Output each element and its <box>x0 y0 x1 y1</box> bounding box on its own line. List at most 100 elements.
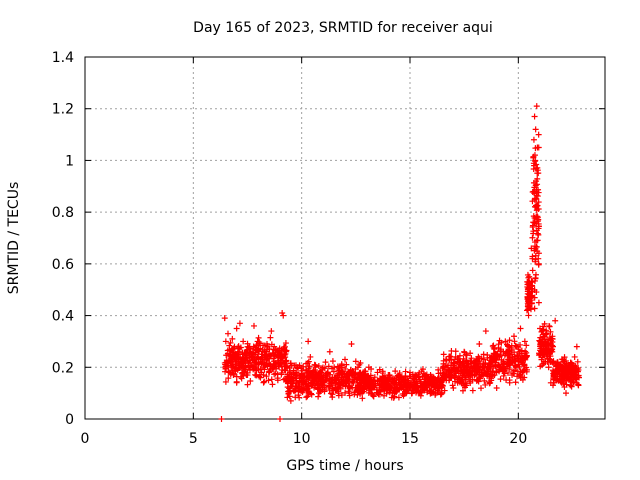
data-point <box>389 390 396 397</box>
data-point <box>309 382 316 389</box>
data-point <box>272 346 279 353</box>
data-point <box>489 356 496 363</box>
data-point <box>424 387 431 394</box>
data-point <box>285 390 292 397</box>
data-point <box>448 353 455 360</box>
data-point <box>532 258 539 265</box>
data-point <box>329 358 336 365</box>
data-point <box>245 362 252 369</box>
data-point <box>525 279 532 286</box>
data-point <box>547 379 554 386</box>
data-point <box>257 374 264 381</box>
data-point <box>437 382 444 389</box>
data-point <box>249 363 256 370</box>
data-point <box>384 383 391 390</box>
data-point <box>270 361 277 368</box>
data-point <box>509 372 516 379</box>
data-point <box>269 381 276 388</box>
y-tick-label: 0.2 <box>52 360 74 376</box>
data-point <box>240 338 247 345</box>
data-point <box>282 340 289 347</box>
data-point <box>459 374 465 381</box>
data-point <box>254 354 261 361</box>
data-point <box>284 394 291 401</box>
data-point <box>218 416 225 422</box>
data-point <box>413 387 420 394</box>
data-point <box>286 365 293 372</box>
data-point <box>371 374 378 381</box>
data-point <box>308 379 315 386</box>
chart-title: Day 165 of 2023, SRMTID for receiver aqu… <box>193 20 493 36</box>
y-tick-label: 0.6 <box>52 257 74 273</box>
data-point <box>517 373 524 380</box>
data-point <box>486 378 493 385</box>
data-point <box>306 363 313 370</box>
data-point <box>395 394 402 401</box>
data-point <box>303 366 309 373</box>
data-point <box>449 362 456 369</box>
data-point <box>475 353 482 360</box>
data-point <box>509 354 516 361</box>
data-point <box>390 394 397 401</box>
data-point <box>305 375 312 382</box>
data-point <box>497 376 504 383</box>
data-point <box>255 359 262 366</box>
data-point <box>516 361 523 368</box>
data-point <box>476 374 483 381</box>
data-point <box>463 382 470 389</box>
data-point <box>383 379 390 386</box>
data-point <box>529 255 536 262</box>
data-point <box>363 384 370 391</box>
data-point <box>541 351 548 358</box>
data-point <box>351 389 358 396</box>
data-point <box>530 228 537 235</box>
data-point <box>535 299 542 306</box>
data-point <box>546 350 553 357</box>
data-point <box>251 322 257 329</box>
data-point <box>532 126 539 133</box>
data-point <box>398 382 405 389</box>
data-point <box>524 307 530 314</box>
data-point <box>472 359 478 366</box>
data-point <box>274 371 281 378</box>
data-point <box>233 378 240 385</box>
data-point <box>533 207 540 214</box>
data-point <box>441 387 448 394</box>
data-point <box>525 286 532 293</box>
data-point <box>260 379 267 386</box>
data-point <box>295 392 302 399</box>
data-point <box>298 372 305 379</box>
data-point <box>246 343 253 350</box>
data-point <box>281 347 288 354</box>
data-point <box>281 360 288 367</box>
data-point <box>533 189 540 196</box>
data-point <box>268 328 275 335</box>
data-point <box>568 383 575 390</box>
data-point <box>437 390 444 397</box>
data-point <box>261 348 268 355</box>
y-tick-label: 1 <box>65 153 74 169</box>
data-point <box>277 351 283 358</box>
data-point <box>480 356 487 363</box>
data-point <box>535 231 542 238</box>
data-point <box>500 372 507 379</box>
data-point <box>538 356 545 363</box>
data-point <box>228 364 235 371</box>
data-point <box>529 267 536 274</box>
data-point <box>534 144 541 151</box>
data-point <box>224 347 231 354</box>
y-tick-label: 0.8 <box>52 205 74 221</box>
data-point <box>313 374 320 381</box>
data-point <box>361 372 368 379</box>
data-point <box>467 372 474 379</box>
data-point <box>535 131 542 138</box>
data-point <box>521 374 528 381</box>
data-point <box>255 354 262 361</box>
data-point <box>420 382 426 389</box>
data-point <box>449 382 456 389</box>
data-point <box>303 367 310 374</box>
axis-ticks: 0 0.2 0.4 0.6 0.8 1 1.2 1.4 0 5 10 15 20 <box>52 50 605 447</box>
data-point <box>263 373 270 380</box>
data-point <box>348 341 355 348</box>
data-point <box>459 387 466 394</box>
